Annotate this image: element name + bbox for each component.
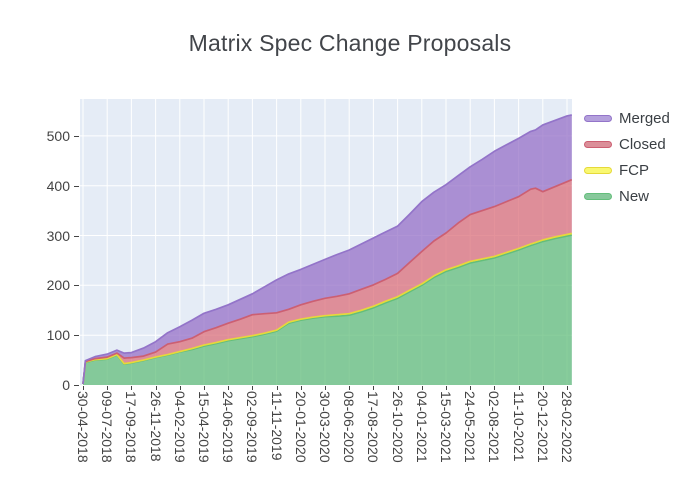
y-axis-tick-label: 500 [46, 128, 70, 144]
x-axis-tick-label: 02-09-2019 [244, 391, 260, 463]
legend: Merged Closed FCP New [584, 105, 670, 209]
x-axis-tick-mark [252, 386, 253, 390]
legend-item-fcp[interactable]: FCP [584, 157, 670, 183]
y-axis-tick-mark [74, 236, 79, 237]
x-axis-tick-mark [494, 386, 495, 390]
y-axis-tick-label: 400 [46, 178, 70, 194]
legend-item-closed[interactable]: Closed [584, 131, 670, 157]
plot-area[interactable] [80, 99, 573, 385]
legend-swatch-fcp [584, 166, 612, 174]
x-axis-tick-mark [156, 386, 157, 390]
chart-title: Matrix Spec Change Proposals [188, 30, 512, 56]
x-axis-tick-mark [228, 386, 229, 390]
line-fcp [82, 232, 572, 385]
y-axis-tick-mark [74, 335, 79, 336]
x-axis-tick-mark [301, 386, 302, 390]
x-axis-tick-mark [422, 386, 423, 390]
x-axis-tick-label: 09-07-2018 [99, 391, 115, 463]
legend-label-new: New [619, 187, 650, 205]
legend-label-fcp: FCP [619, 161, 649, 179]
x-axis-tick-label: 15-03-2021 [438, 391, 454, 463]
legend-item-new[interactable]: New [584, 183, 670, 209]
x-axis-tick-mark [567, 386, 568, 390]
x-axis-tick-mark [446, 386, 447, 390]
x-axis-tick-label: 02-08-2021 [486, 391, 502, 463]
y-axis-tick-mark [74, 186, 79, 187]
legend-swatch-closed [584, 140, 612, 148]
legend-item-merged[interactable]: Merged [584, 105, 670, 131]
legend-swatch-merged [584, 114, 612, 122]
y-axis-tick-label: 0 [62, 377, 70, 393]
legend-label-closed: Closed [619, 135, 666, 153]
x-axis-tick-label: 04-01-2021 [414, 391, 430, 463]
x-axis-tick-label: 08-06-2020 [341, 391, 357, 463]
y-axis-tick-mark [74, 136, 79, 137]
plot-svg [80, 99, 573, 385]
x-axis-tick-label: 15-04-2019 [196, 391, 212, 463]
x-axis-tick-mark [398, 386, 399, 390]
legend-swatch-new [584, 192, 612, 200]
x-axis-tick-label: 04-02-2019 [172, 391, 188, 463]
x-axis-tick-mark [131, 386, 132, 390]
legend-label-merged: Merged [619, 109, 670, 127]
x-axis-tick-label: 26-10-2020 [390, 391, 406, 463]
x-axis-tick-mark [325, 386, 326, 390]
y-axis-tick-mark [74, 285, 79, 286]
x-axis-tick-label: 30-04-2018 [75, 391, 91, 463]
x-axis-tick-mark [543, 386, 544, 390]
x-axis-tick-label: 24-05-2021 [462, 391, 478, 463]
x-axis-tick-label: 17-09-2018 [123, 391, 139, 463]
x-axis-tick-label: 28-02-2022 [559, 391, 575, 463]
x-axis-tick-mark [83, 386, 84, 390]
x-axis-tick-label: 24-06-2019 [220, 391, 236, 463]
x-axis-tick-mark [373, 386, 374, 390]
area-new[interactable] [83, 235, 572, 385]
y-axis-tick-label: 300 [46, 228, 70, 244]
y-axis-tick-mark [74, 385, 79, 386]
x-axis-tick-label: 20-01-2020 [293, 391, 309, 463]
x-axis-tick-mark [107, 386, 108, 390]
x-axis-tick-label: 26-11-2018 [148, 391, 164, 462]
x-axis-tick-mark [204, 386, 205, 390]
x-axis-tick-label: 11-11-2019 [269, 391, 285, 461]
x-axis-tick-mark [519, 386, 520, 390]
x-axis-tick-mark [470, 386, 471, 390]
x-axis-tick-mark [349, 386, 350, 390]
line-merged [82, 114, 572, 385]
x-axis-tick-label: 11-10-2021 [511, 391, 527, 462]
line-closed [82, 178, 573, 385]
x-axis-tick-label: 20-12-2021 [535, 391, 551, 463]
x-axis-tick-mark [180, 386, 181, 390]
x-axis-tick-label: 30-03-2020 [317, 391, 333, 463]
y-axis-tick-label: 100 [46, 327, 70, 343]
x-axis-tick-mark [277, 386, 278, 390]
y-axis-tick-label: 200 [46, 277, 70, 293]
x-axis-tick-label: 17-08-2020 [365, 391, 381, 463]
